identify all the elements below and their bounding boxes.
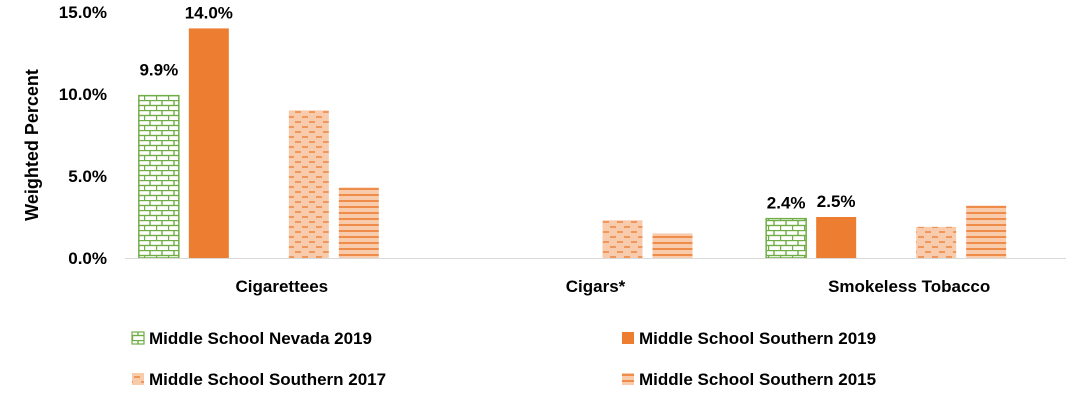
legend: Middle School Nevada 2019 Middle School S…: [131, 329, 876, 389]
x-axis-categories: Cigarettees Cigars* Smokeless Tobacco: [236, 277, 991, 296]
legend-entry: Middle School Southern 2017: [149, 370, 386, 389]
legend-swatch: [132, 373, 144, 385]
bar-2-0: [765, 217, 807, 259]
data-label: 2.4%: [767, 194, 806, 213]
y-axis-title: Weighted Percent: [22, 69, 42, 221]
bar-1-3: [652, 233, 693, 258]
data-label: 9.9%: [139, 61, 178, 80]
y-tick-label: 15.0%: [59, 3, 107, 22]
bar-0-0: [138, 94, 180, 259]
x-category-label: Cigarettees: [236, 277, 329, 296]
bar-2-1: [816, 217, 857, 258]
x-category-label: Cigars*: [566, 277, 626, 296]
bar-1-2: [602, 220, 643, 258]
legend-swatch: [131, 331, 145, 345]
legend-entry: Middle School Nevada 2019: [149, 329, 372, 348]
legend-entry: Middle School Southern 2019: [639, 329, 876, 348]
y-tick-label: 10.0%: [59, 85, 107, 104]
legend-swatch: [622, 373, 634, 385]
y-tick-label: 5.0%: [68, 167, 107, 186]
bar-0-2: [288, 110, 329, 259]
data-label: 2.5%: [817, 192, 856, 211]
bar-0-3: [338, 187, 379, 258]
bar-2-3: [966, 205, 1007, 258]
y-axis-label: Weighted Percent: [22, 69, 42, 221]
x-category-label: Smokeless Tobacco: [828, 277, 990, 296]
legend-entry: Middle School Southern 2015: [639, 370, 876, 389]
data-label: 14.0%: [185, 3, 233, 22]
bars: [138, 28, 1007, 259]
y-tick-label: 0.0%: [68, 249, 107, 268]
legend-swatch: [622, 332, 634, 344]
y-axis-ticks: 0.0% 5.0% 10.0% 15.0%: [59, 3, 107, 268]
bar-0-1: [188, 28, 229, 259]
bar-2-2: [916, 226, 957, 258]
data-labels: 9.9% 14.0% 2.4% 2.5%: [139, 3, 855, 212]
